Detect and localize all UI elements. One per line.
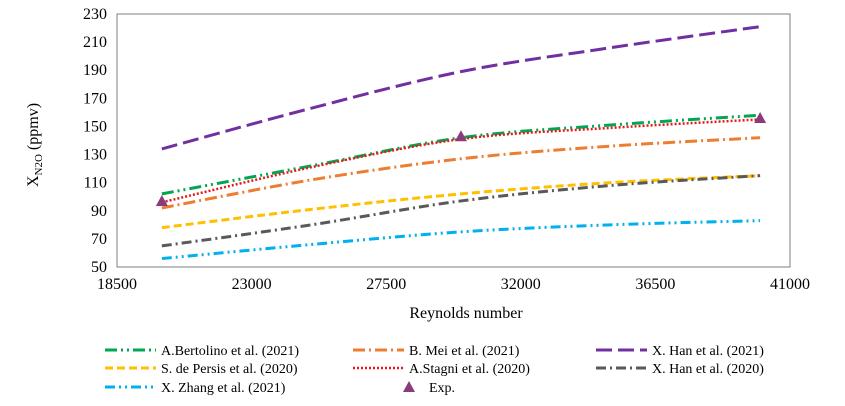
series-line-5 [161,174,761,248]
svg-text:XN2O (ppmv): XN2O (ppmv) [25,103,45,187]
y-tick-label: 90 [91,203,107,220]
y-tick-label: 150 [83,118,107,135]
y-axis-title-unit: (ppmv) [25,103,42,154]
plot-area-border [116,13,791,268]
exp-marker [454,130,467,142]
series-line-1 [161,136,761,210]
series-line-6 [161,219,761,261]
marker-layer [155,112,767,206]
axes: 50 70 90 110 130 150 170 190 210 230 18500 23000 275… [83,6,810,293]
series-line-0 [161,113,761,196]
legend-label: B. Mei et al. (2021) [409,344,520,359]
series-layer [161,25,761,261]
legend-item: X. Zhang et al. (2021) [105,381,286,396]
legend-item: A.Bertolino et al. (2021) [105,344,299,359]
y-axis-title-main: X [25,175,42,187]
legend-label: A.Bertolino et al. (2021) [161,344,299,359]
x-tick-label: 36500 [635,276,675,293]
exp-marker [754,112,767,124]
y-tick-label: 170 [83,90,107,107]
y-tick-label: 130 [83,147,107,164]
legend: A.Bertolino et al. (2021) B. Mei et al. (… [105,344,764,396]
x-tick-label: 18500 [97,276,137,293]
y-tick-label: 110 [84,175,107,192]
legend-label: Exp. [429,381,455,396]
legend-label: X. Han et al. (2020) [652,362,764,377]
x-tick-label: 23000 [232,276,272,293]
legend-item: X. Han et al. (2021) [596,344,764,359]
y-tick-label: 230 [83,6,107,23]
y-axis-title-subscript: N2O [33,154,45,175]
y-axis-title: XN2O (ppmv) [25,103,45,187]
y-tick-label: 50 [91,259,107,276]
legend-label: A.Stagni et al. (2020) [409,362,530,377]
legend-item: Exp. [403,381,455,396]
legend-item: A.Stagni et al. (2020) [353,362,530,377]
legend-label: X. Zhang et al. (2021) [161,381,286,396]
legend-item: S. de Persis et al. (2020) [105,362,298,377]
legend-label: X. Han et al. (2021) [652,344,764,359]
legend-label: S. de Persis et al. (2020) [161,362,298,377]
y-tick-label: 70 [91,231,107,248]
legend-item: X. Han et al. (2020) [596,362,764,377]
x-tick-label: 32000 [501,276,541,293]
legend-item: B. Mei et al. (2021) [353,344,520,359]
legend-swatch [403,381,415,392]
series-line-2 [161,25,761,151]
exp-marker [155,194,168,206]
y-tick-label: 190 [83,62,107,79]
y-tick-label: 210 [83,34,107,51]
series-line-3 [161,174,761,230]
x-axis-title: Reynolds number [409,305,523,322]
x-tick-label: 27500 [366,276,406,293]
x-tick-label: 41000 [770,276,810,293]
